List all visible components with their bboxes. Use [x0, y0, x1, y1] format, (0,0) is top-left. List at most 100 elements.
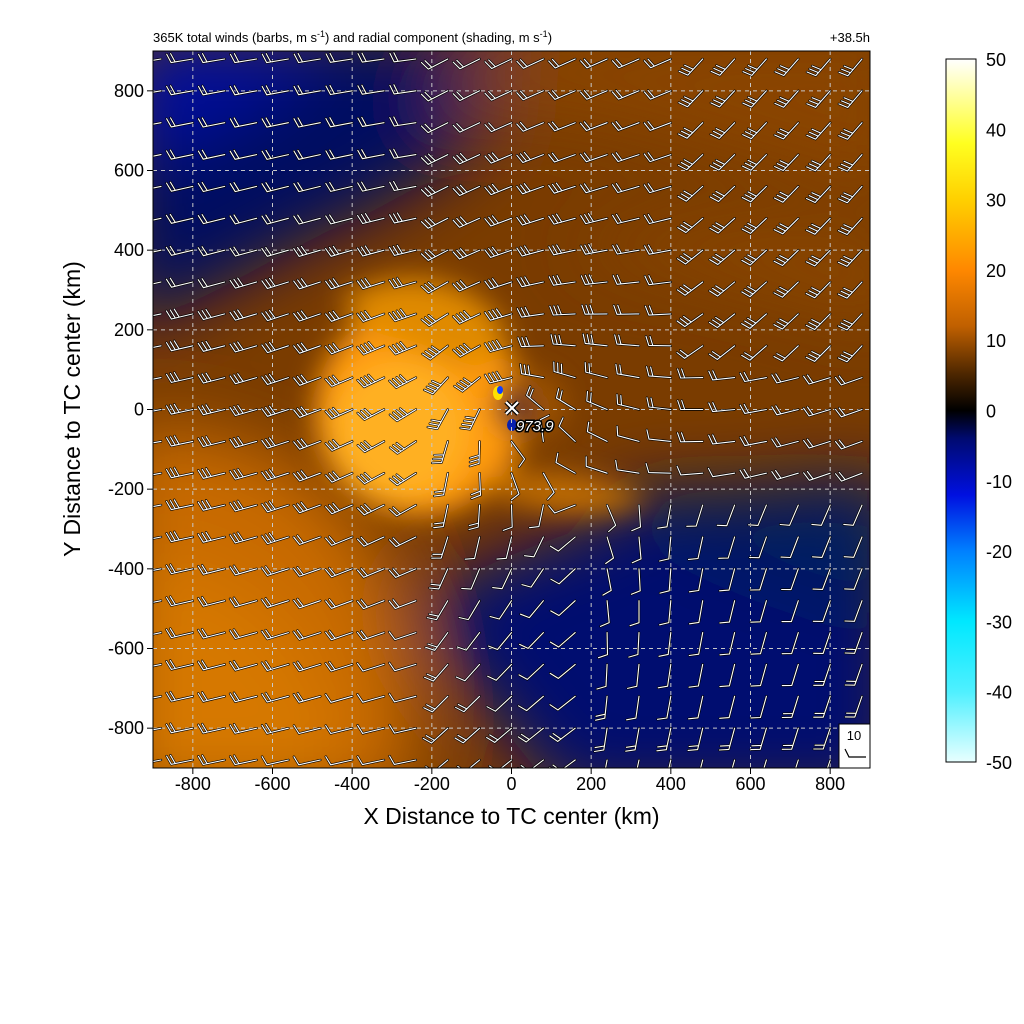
wind-barb — [389, 148, 417, 159]
wind-barb — [388, 662, 417, 672]
wind-barb — [668, 759, 672, 768]
wind-barb — [773, 217, 799, 235]
wind-barb — [422, 727, 449, 744]
wind-barb — [627, 663, 640, 689]
wind-barb — [421, 345, 449, 360]
x-tick-label: 0 — [506, 774, 516, 794]
wind-barb — [261, 373, 289, 386]
wind-barb — [523, 536, 544, 558]
wind-barb — [261, 149, 289, 160]
wind-barb — [388, 374, 417, 389]
wind-barb — [844, 600, 863, 622]
wind-barb — [452, 248, 481, 260]
wind-barb — [261, 501, 289, 513]
wind-barb — [197, 278, 226, 289]
wind-barb — [356, 278, 385, 290]
wind-barb — [595, 695, 608, 721]
wind-barb — [763, 759, 767, 768]
wind-barb — [676, 345, 704, 359]
wind-barb — [659, 600, 672, 626]
barb-key-symbol — [844, 748, 866, 758]
wind-barb — [773, 313, 799, 330]
wind-barb — [742, 122, 767, 140]
wind-barb — [615, 459, 640, 474]
wind-barb — [165, 499, 194, 511]
wind-barb — [656, 695, 672, 720]
wind-barb — [431, 440, 449, 464]
wind-barb — [325, 245, 353, 257]
wind-barb — [166, 754, 194, 765]
wind-barb — [165, 628, 194, 639]
wind-barb — [388, 599, 417, 610]
wind-barb — [452, 310, 481, 324]
wind-barb — [805, 217, 831, 235]
wind-barb — [261, 532, 289, 545]
wind-barb — [229, 692, 258, 703]
wind-barb — [388, 308, 417, 322]
wind-barb — [708, 345, 736, 360]
wind-barb — [837, 217, 863, 236]
x-axis-label: X Distance to TC center (km) — [363, 803, 659, 829]
wind-barb — [657, 504, 672, 529]
wind-barb — [550, 600, 576, 617]
wind-barb — [229, 53, 258, 64]
wind-barb — [517, 336, 544, 348]
y-tick-label: 0 — [134, 400, 144, 420]
wind-barb — [293, 535, 321, 545]
wind-barb — [325, 278, 353, 290]
wind-barb — [677, 154, 704, 171]
eyewall-inflow-spot — [497, 386, 503, 394]
wind-barb — [293, 52, 321, 64]
wind-barb — [643, 121, 672, 131]
wind-barb — [710, 58, 736, 76]
y-tick-label: 800 — [114, 81, 144, 101]
wind-barb — [741, 345, 767, 361]
wind-barb — [423, 663, 449, 682]
wind-barb — [645, 462, 672, 474]
wind-barb — [741, 313, 767, 329]
wind-barb — [389, 504, 417, 517]
y-tick-label: 200 — [114, 320, 144, 340]
wind-barb — [636, 759, 640, 768]
wind-barb — [644, 244, 672, 255]
wind-barb — [357, 755, 385, 766]
wind-barb — [688, 663, 704, 688]
wind-barb — [803, 470, 831, 481]
wind-barb — [708, 402, 736, 413]
wind-barb — [773, 281, 799, 298]
wind-barb — [516, 121, 544, 132]
wind-barb — [612, 213, 640, 224]
wind-barb — [468, 504, 481, 531]
y-tick-label: 600 — [114, 161, 144, 181]
wind-barb — [197, 53, 226, 64]
wind-barb — [484, 152, 513, 164]
wind-barb — [677, 185, 704, 202]
wind-barb — [521, 568, 544, 588]
wind-barb — [325, 630, 353, 641]
wind-barb — [826, 759, 831, 768]
wind-barb — [356, 310, 385, 322]
wind-barb — [153, 90, 162, 93]
wind-barb — [602, 568, 612, 596]
wind-barb — [153, 281, 162, 285]
wind-barb — [153, 695, 162, 699]
wind-barb — [709, 154, 736, 171]
wind-barb — [420, 249, 449, 261]
wind-barb — [389, 440, 417, 454]
wind-barb — [548, 275, 576, 286]
wind-barb — [517, 727, 544, 743]
wind-barb — [806, 58, 831, 77]
wind-barb — [197, 596, 226, 607]
wind-barb — [325, 117, 353, 128]
wind-barb — [356, 536, 385, 547]
wind-barb — [611, 89, 640, 100]
wind-barb — [517, 759, 544, 768]
wind-barb — [709, 217, 736, 234]
wind-barb — [357, 374, 385, 388]
wind-barb — [843, 536, 863, 558]
wind-barb — [357, 84, 385, 95]
wind-barb — [229, 246, 258, 257]
wind-barb — [613, 304, 640, 315]
wind-barb — [165, 308, 194, 320]
wind-barb — [676, 465, 704, 476]
